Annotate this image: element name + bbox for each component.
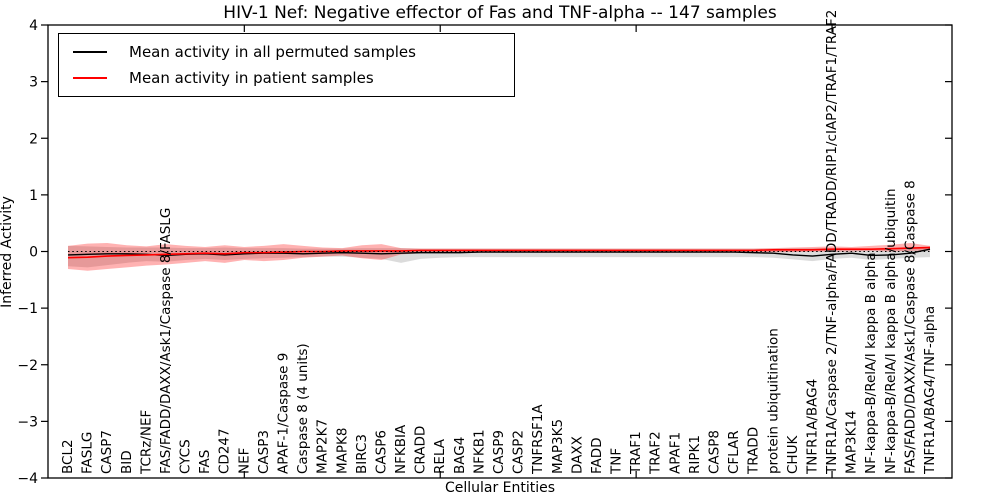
y-tick-label: −2 <box>17 358 38 374</box>
y-tick-label: −1 <box>17 301 38 317</box>
x-tick-label: CASP7 <box>99 430 115 474</box>
x-tick-label: CASP6 <box>373 430 389 474</box>
x-tick-label: CASP2 <box>511 430 527 474</box>
legend-label-patient: Mean activity in patient samples <box>129 69 374 88</box>
x-tick-label: FASLG <box>80 432 96 474</box>
legend-label-permuted: Mean activity in all permuted samples <box>129 42 416 61</box>
x-tick-label: NFKB1 <box>471 429 487 474</box>
x-tick-label: FAS/FADD/DAXX/Ask1/Caspase 8/Caspase 8 <box>902 180 918 474</box>
x-tick-label: MAP3K14 <box>844 410 860 474</box>
legend-line-sample-red <box>73 77 107 80</box>
x-tick-label: CFLAR <box>726 430 742 474</box>
chart-title: HIV-1 Nef: Negative effector of Fas and … <box>223 3 777 23</box>
y-tick-label: 1 <box>29 188 38 204</box>
x-tick-label: CHUK <box>785 435 801 474</box>
legend-item-patient: Mean activity in patient samples <box>59 69 514 87</box>
x-tick-label: NEF <box>236 448 252 474</box>
x-tick-label: CRADD <box>413 426 429 474</box>
y-tick-label: −3 <box>17 414 38 430</box>
x-tick-label: FAS <box>197 450 213 474</box>
x-tick-label: TRAF1 <box>628 431 644 475</box>
x-tick-label: NF-kappa-B/RelA/I kappa B alpha/ubiquiti… <box>883 188 899 474</box>
legend-item-permuted: Mean activity in all permuted samples <box>59 43 514 61</box>
x-tick-label: BID <box>119 450 135 474</box>
x-tick-label: BCL2 <box>60 439 76 474</box>
y-tick-label: 2 <box>29 131 38 147</box>
x-tick-label: CASP8 <box>707 430 723 474</box>
x-tick-label: TRAF2 <box>648 431 664 475</box>
y-axis-label: Inferred Activity <box>0 196 15 308</box>
x-tick-label: TCRz/NEF <box>138 410 154 475</box>
x-tick-label: CASP3 <box>256 430 272 474</box>
x-tick-label: TNFR1A/BAG4/TNF-alpha <box>922 306 938 475</box>
x-tick-label: FADD <box>589 437 605 474</box>
x-tick-label: APAF-1/Caspase 9 <box>276 353 292 474</box>
x-tick-label: TNFRSF1A <box>530 404 546 475</box>
x-tick-label: NF-kappa-B/RelA/I kappa B alpha <box>863 252 879 474</box>
y-tick-label: −4 <box>17 471 38 487</box>
x-tick-label: MAP2K7 <box>315 419 331 474</box>
x-tick-label: CYCS <box>178 439 194 474</box>
x-tick-label: RELA <box>432 438 448 474</box>
x-tick-label: BIRC3 <box>354 434 370 474</box>
x-tick-label: RIPK1 <box>687 435 703 474</box>
x-tick-label: protein ubiquitination <box>765 328 781 474</box>
x-tick-label: CD247 <box>217 428 233 474</box>
y-tick-label: 0 <box>29 245 38 261</box>
x-tick-label: MAP3K5 <box>550 419 566 474</box>
x-tick-label: CASP9 <box>491 430 507 474</box>
x-tick-label: MAPK8 <box>334 428 350 474</box>
y-tick-label: 3 <box>29 75 38 91</box>
x-tick-label: BAG4 <box>452 437 468 474</box>
legend-line-sample-black <box>73 50 107 53</box>
x-tick-label: APAF1 <box>667 432 683 474</box>
y-tick-label: 4 <box>29 18 38 34</box>
x-tick-label: FAS/FADD/DAXX/Ask1/Caspase 8/FASLG <box>158 208 174 474</box>
mean-line-series-1 <box>67 246 931 259</box>
x-tick-label: Caspase 8 (4 units) <box>295 343 311 474</box>
x-tick-label: TNFR1A/BAG4 <box>804 379 820 475</box>
x-tick-label: NFKBIA <box>393 424 409 474</box>
x-tick-label: TRADD <box>746 427 762 475</box>
x-axis-label: Cellular Entities <box>444 480 556 496</box>
x-tick-label: TNF <box>609 448 625 475</box>
x-tick-label: DAXX <box>569 436 585 474</box>
legend: Mean activity in all permuted samples Me… <box>58 33 515 97</box>
x-tick-label: TNFR1A/Caspase 2/TNF-alpha/FADD/TRADD/RI… <box>824 10 840 475</box>
